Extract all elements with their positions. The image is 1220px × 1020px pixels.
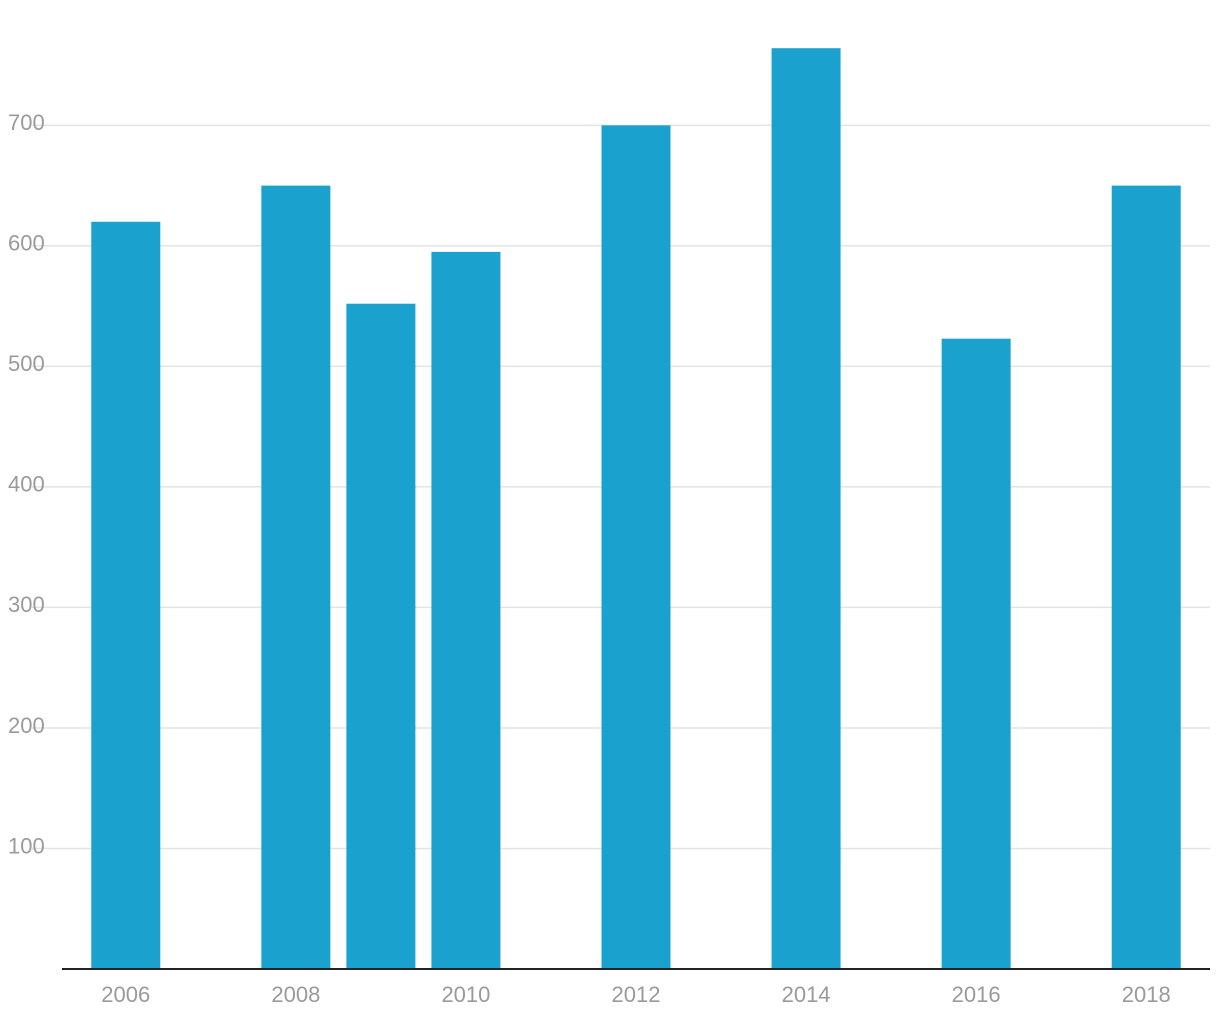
y-tick-label: 300 [8, 592, 45, 617]
x-tick-label: 2006 [101, 982, 150, 1007]
bar [91, 221, 161, 969]
bar [941, 338, 1011, 969]
y-tick-label: 500 [8, 351, 45, 376]
x-tick-label: 2012 [612, 982, 661, 1007]
bar [771, 48, 841, 969]
x-tick-label: 2008 [271, 982, 320, 1007]
bar [431, 251, 501, 969]
bar [1111, 185, 1181, 969]
y-tick-label: 400 [8, 472, 45, 497]
x-tick-label: 2014 [782, 982, 831, 1007]
y-tick-label: 600 [8, 231, 45, 256]
bar [261, 185, 331, 969]
x-tick-label: 2016 [952, 982, 1001, 1007]
y-tick-label: 100 [8, 833, 45, 858]
bar [346, 303, 416, 969]
x-tick-label: 2010 [441, 982, 490, 1007]
y-tick-label: 700 [8, 110, 45, 135]
x-tick-label: 2018 [1122, 982, 1171, 1007]
bar [601, 125, 671, 970]
y-tick-label: 200 [8, 713, 45, 738]
